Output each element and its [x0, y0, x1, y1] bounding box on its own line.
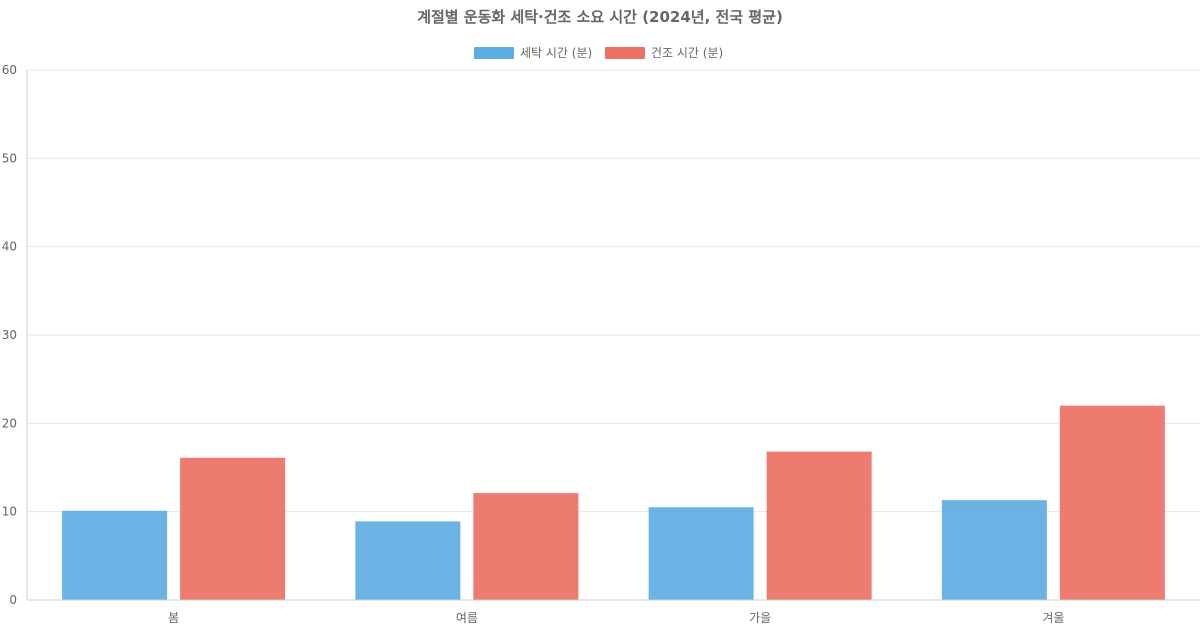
y-tick-label: 30 — [2, 328, 17, 342]
y-tick-label: 60 — [2, 63, 17, 77]
x-tick-label: 봄 — [168, 611, 179, 625]
legend-label-drying: 건조 시간 (분) — [651, 46, 723, 60]
y-axis-ticks: 0 10 20 30 40 50 60 — [2, 63, 17, 607]
bar-drying-3[interactable] — [1059, 405, 1165, 600]
legend-swatch-washing — [474, 47, 514, 59]
x-tick-label: 여름 — [456, 611, 478, 625]
y-tick-label: 20 — [2, 416, 17, 430]
legend: 세탁 시간 (분) 건조 시간 (분) — [474, 46, 723, 60]
bar-drying-0[interactable] — [180, 457, 286, 600]
y-tick-label: 50 — [2, 151, 17, 165]
y-tick-label: 0 — [9, 593, 17, 607]
x-axis-ticks: 봄 여름 가을 겨울 — [168, 611, 1064, 625]
bar-drying-1[interactable] — [473, 493, 579, 600]
bar-washing-0[interactable] — [62, 510, 168, 600]
bar-washing-1[interactable] — [355, 521, 461, 600]
chart-title: 계절별 운동화 세탁·건조 소요 시간 (2024년, 전국 평균) — [417, 8, 783, 26]
legend-swatch-drying — [605, 47, 645, 59]
bar-washing-3[interactable] — [941, 500, 1047, 600]
bar-washing-2[interactable] — [648, 507, 754, 600]
y-tick-label: 40 — [2, 240, 17, 254]
x-tick-label: 겨울 — [1042, 611, 1064, 625]
y-tick-label: 10 — [2, 505, 17, 519]
bar-drying-2[interactable] — [766, 451, 872, 600]
legend-label-washing: 세탁 시간 (분) — [520, 46, 592, 60]
x-tick-label: 가을 — [749, 611, 771, 625]
bars — [62, 405, 1165, 600]
